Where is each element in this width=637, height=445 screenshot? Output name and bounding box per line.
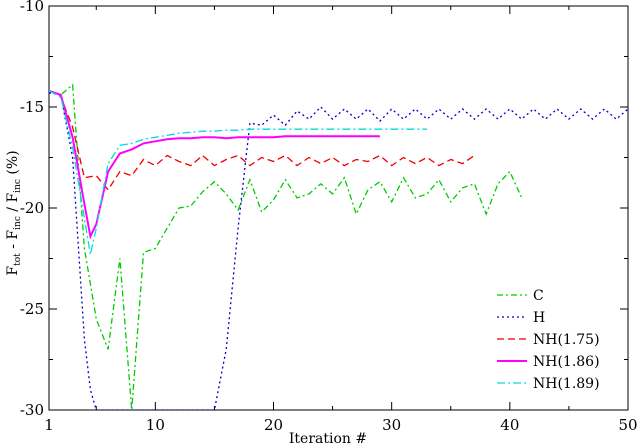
x-tick-label-5: 50 xyxy=(618,416,637,434)
tick-labels: 1 10 20 30 40 50 -30 -25 -20 -15 -10 xyxy=(20,0,637,434)
x-tick-label-4: 40 xyxy=(500,416,519,434)
legend-label-1: H xyxy=(533,310,545,326)
legend-label-4: NH(1.89) xyxy=(533,376,600,392)
y-label-mid2: / F xyxy=(5,193,21,217)
x-tick-label-3: 30 xyxy=(382,416,401,434)
x-axis-title: Iteration # xyxy=(289,431,367,445)
series-line-3 xyxy=(49,89,380,240)
x-tick-label-0: 1 xyxy=(44,416,54,434)
y-label-sub2: inc xyxy=(13,216,23,230)
y-label-main: F xyxy=(5,266,21,276)
series-line-1 xyxy=(49,92,628,410)
series-line-4 xyxy=(49,90,428,255)
y-tick-label-2: -20 xyxy=(20,199,44,217)
x-tick-label-2: 20 xyxy=(264,416,283,434)
y-label-mid: - F xyxy=(5,230,21,254)
y-label-sub1: tot xyxy=(13,253,23,266)
y-tick-label-0: -30 xyxy=(20,401,44,419)
y-tick-label-1: -25 xyxy=(20,300,44,318)
legend: CH NH(1.75) NH(1.86) NH(1.89) xyxy=(497,288,600,392)
y-axis-title: Ftot - Finc / Finc (%) xyxy=(5,150,23,275)
axis-ticks xyxy=(48,5,629,411)
y-label-tail: (%) xyxy=(5,150,21,179)
y-tick-label-4: -10 xyxy=(20,0,44,15)
legend-label-3: NH(1.86) xyxy=(533,354,600,370)
y-tick-label-3: -15 xyxy=(20,98,44,116)
series-line-0 xyxy=(49,83,523,410)
series-lines xyxy=(49,83,628,410)
y-label-sub3: inc xyxy=(13,179,23,193)
legend-label-2: NH(1.75) xyxy=(533,332,600,348)
legend-label-0: C xyxy=(533,288,544,304)
x-tick-label-1: 10 xyxy=(146,416,165,434)
plot-frame xyxy=(48,5,629,411)
series-line-2 xyxy=(49,90,475,191)
